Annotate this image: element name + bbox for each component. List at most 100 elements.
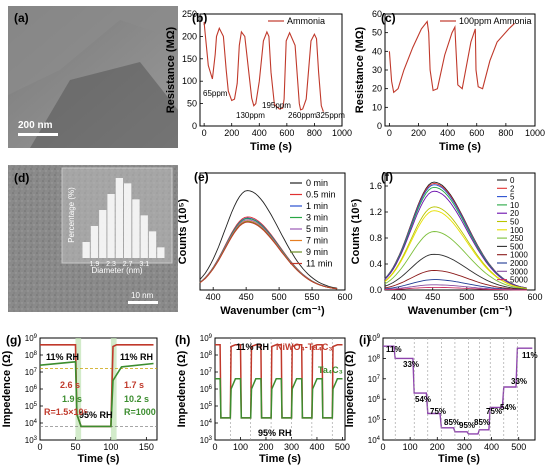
rh-step-label: 75% xyxy=(486,407,502,416)
y-tick-label: 0 xyxy=(192,121,197,131)
x-tick-label: 100 xyxy=(403,442,418,452)
y-tick-label: 1.2 xyxy=(369,207,382,217)
rh-step-label: 33% xyxy=(511,377,527,386)
y-tick-label: 108 xyxy=(200,351,213,360)
resistance-label: R=1.5×10⁵ xyxy=(44,407,88,417)
legend-entry: 0 xyxy=(510,176,515,185)
x-tick-label: 800 xyxy=(498,128,513,138)
y-axis-label: Resistance (MΩ) xyxy=(165,26,177,113)
rh-step-label: 33% xyxy=(403,360,419,369)
x-tick-label: 400 xyxy=(391,292,406,302)
y-tick-label: 150 xyxy=(182,54,197,64)
y-tick-label: 20 xyxy=(372,84,382,94)
recovery-time-label: 1.7 s xyxy=(124,380,144,390)
concentration-label: 195ppm xyxy=(262,101,291,110)
histogram-bar xyxy=(157,247,165,258)
y-tick-label: 200 xyxy=(182,31,197,41)
x-tick-label: 500 xyxy=(335,442,350,452)
histogram-bar xyxy=(124,183,132,258)
legend-entry: 5000 xyxy=(510,276,528,285)
histogram-x-ticks: 1.9 2.3 2.7 3.1 xyxy=(90,261,150,268)
rh-step-label: 54% xyxy=(500,403,516,412)
x-axis-label: Wavenumber (cm⁻¹) xyxy=(220,305,325,317)
y-tick-label: 105 xyxy=(368,416,381,425)
y-tick-label: 60 xyxy=(372,9,382,19)
x-tick-label: 300 xyxy=(457,442,472,452)
x-tick-label: 500 xyxy=(511,442,526,452)
concentration-label: 130ppm xyxy=(236,111,265,120)
legend-entry: 2 xyxy=(510,184,515,193)
series-line xyxy=(384,279,527,291)
panel-label-a: (a) xyxy=(14,11,29,25)
legend-entry: 3 min xyxy=(306,213,328,223)
x-tick-label: 50 xyxy=(70,442,80,452)
legend-entry: 1 min xyxy=(306,201,328,211)
legend-entry: 100 xyxy=(510,226,524,235)
y-tick-label: 106 xyxy=(368,395,381,404)
legend-entry: 2000 xyxy=(510,259,528,268)
rh-label: 95% RH xyxy=(258,428,292,438)
panel-h: 0 100 200 300 400 500 103 104 105 106 107 108 109 Tim… xyxy=(175,333,350,465)
x-tick-label: 450 xyxy=(239,292,254,302)
y-tick-label: 50 xyxy=(372,28,382,38)
x-tick-label: 550 xyxy=(305,292,320,302)
legend-entry: 11 min xyxy=(306,259,332,269)
panel-label-h: (h) xyxy=(175,333,190,347)
panel-label-e: (e) xyxy=(194,170,209,184)
series-line xyxy=(384,270,527,291)
x-tick-label: 600 xyxy=(469,128,484,138)
y-axis-label: Impedence (Ω) xyxy=(176,350,188,427)
y-tick-label: 106 xyxy=(200,385,213,394)
resistance-label: R=1000 xyxy=(124,407,156,417)
series-line xyxy=(384,253,527,290)
series-label: Ta₄C₃ xyxy=(318,365,343,375)
rh-label: 11% RH xyxy=(120,352,153,362)
x-tick-label: 400 xyxy=(252,128,267,138)
legend-entry: 250 xyxy=(510,234,524,243)
x-tick-label: 400 xyxy=(440,128,455,138)
x-tick-label: 200 xyxy=(258,442,273,452)
histogram-bar xyxy=(148,231,157,258)
series-line xyxy=(215,378,343,419)
histogram-y-label: Percentage (%) xyxy=(67,187,76,243)
panel-f: 400 450 500 550 6000.00.40.81.21.6Wavenumber… xyxy=(350,170,543,317)
y-tick-label: 0.4 xyxy=(369,259,382,269)
x-tick-label: 800 xyxy=(307,128,322,138)
x-tick-label: 1000 xyxy=(525,128,545,138)
x-axis-label: Time (s) xyxy=(439,141,481,153)
legend-entry: 1000 xyxy=(510,251,528,260)
y-tick-label: 109 xyxy=(25,334,38,343)
axes-i-frame xyxy=(382,337,536,441)
axes-e-frame xyxy=(199,172,346,291)
legend-entry: 100ppm Ammonia xyxy=(459,16,532,26)
y-tick-label: 104 xyxy=(368,436,381,445)
series-line xyxy=(384,210,527,290)
response-time-label: 2.6 s xyxy=(60,380,80,390)
rh-step-label: 11% xyxy=(386,345,402,354)
y-tick-label: 104 xyxy=(200,419,213,428)
series-line xyxy=(384,286,527,291)
legend-entry: 10 xyxy=(510,201,519,210)
y-tick-label: 103 xyxy=(200,436,213,445)
y-tick-label: 107 xyxy=(25,368,38,377)
rh-step-label: 85% xyxy=(474,418,490,427)
histogram-x-tick: 2.3 xyxy=(106,261,116,268)
rh-step-label: 54% xyxy=(415,395,431,404)
y-tick-label: 0.8 xyxy=(369,233,382,243)
x-tick-label: 200 xyxy=(430,442,445,452)
rh-label: 95% RH xyxy=(79,410,113,420)
panel-label-f: (f) xyxy=(381,170,393,184)
y-tick-label: 109 xyxy=(200,334,213,343)
legend-entry: 20 xyxy=(510,209,519,218)
x-tick-label: 150 xyxy=(139,442,154,452)
x-axis-label: Time (s) xyxy=(78,453,120,465)
y-tick-label: 40 xyxy=(372,46,382,56)
y-tick-label: 106 xyxy=(25,385,38,394)
legend-entry: 500 xyxy=(510,242,524,251)
x-tick-label: 0 xyxy=(387,128,392,138)
response-time-label: 1.9 s xyxy=(62,394,82,404)
legend-entry: 5 min xyxy=(306,224,328,234)
series-line xyxy=(215,344,343,419)
